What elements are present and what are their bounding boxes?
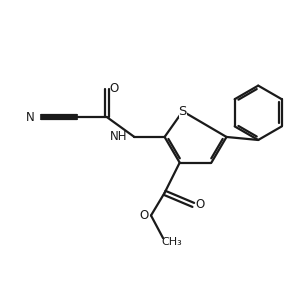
Text: S: S: [178, 105, 187, 118]
Text: O: O: [195, 198, 204, 211]
Text: O: O: [109, 82, 118, 95]
Text: O: O: [140, 209, 149, 222]
Text: N: N: [25, 111, 34, 124]
Text: CH₃: CH₃: [161, 237, 182, 247]
Text: NH: NH: [110, 130, 128, 144]
